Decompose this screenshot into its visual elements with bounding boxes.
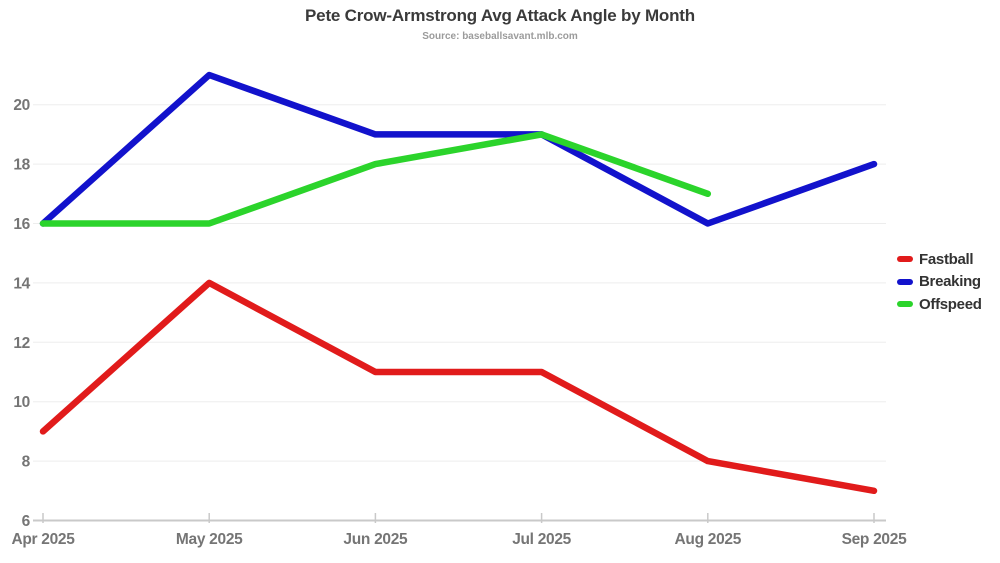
y-tick-label: 16 [13,216,30,233]
legend-label: Offspeed [919,295,982,313]
legend-item-fastball: Fastball [897,248,982,271]
chart-source-subtitle: Source: baseballsavant.mlb.com [422,31,578,42]
y-axis-labels: 6 8 10 12 14 16 18 20 [13,97,31,530]
x-tick-label: Jul 2025 [512,531,571,548]
x-tick-label: Sep 2025 [842,531,907,548]
legend-item-offspeed: Offspeed [897,293,982,316]
legend-swatch-offspeed [897,301,913,308]
series-line-fastball [39,279,878,495]
y-tick-label: 10 [13,394,30,411]
legend-label: Breaking [919,273,981,291]
y-tick-label: 14 [13,275,30,292]
x-tick-label: May 2025 [176,531,243,548]
x-axis-labels: Apr 2025 May 2025 Jun 2025 Jul 2025 Aug 2025… [11,531,907,548]
legend-swatch-fastball [897,256,913,263]
legend-item-breaking: Breaking [897,271,982,294]
series-line-breaking [39,71,878,227]
y-tick-label: 18 [13,157,30,174]
series-line-offspeed [39,131,712,227]
y-tick-label: 20 [13,97,30,114]
x-tick-label: Aug 2025 [675,531,742,548]
y-tick-label: 8 [22,454,31,471]
x-axis-ticks [42,513,875,523]
x-tick-label: Apr 2025 [11,531,75,548]
gridlines [33,104,886,522]
x-tick-label: Jun 2025 [343,531,408,548]
legend-label: Fastball [919,250,974,268]
chart-title: Pete Crow-Armstrong Avg Attack Angle by … [305,6,695,25]
y-tick-label: 12 [13,335,30,352]
legend-swatch-breaking [897,278,913,285]
y-tick-label: 6 [22,513,31,530]
legend: Fastball Breaking Offspeed [897,248,982,316]
